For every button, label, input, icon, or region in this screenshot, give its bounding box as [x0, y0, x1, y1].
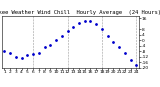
- Title: Milwaukee Weather Wind Chill  Hourly Average  (24 Hours): Milwaukee Weather Wind Chill Hourly Aver…: [0, 10, 160, 15]
